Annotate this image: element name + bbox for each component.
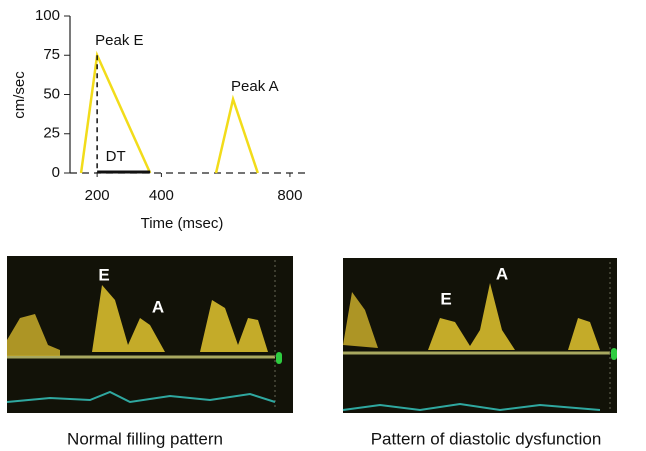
page: cm/sec Time (msec) E A Normal filling pa… (0, 0, 646, 451)
panel-label: E (440, 289, 451, 308)
y-tick-label: 0 (52, 164, 60, 181)
panel-label: E (98, 265, 109, 284)
doppler-image-dysfunction: E A Pattern of diastolic dysfunction (343, 258, 617, 448)
y-tick-label: 100 (35, 7, 60, 24)
panel-label: A (152, 297, 164, 316)
x-tick-label: 400 (149, 187, 174, 204)
panel-caption: Normal filling pattern (67, 429, 223, 448)
annotation: Peak E (95, 32, 143, 49)
y-axis-label: cm/sec (11, 71, 28, 119)
annotation: Peak A (231, 78, 279, 95)
panel-caption: Pattern of diastolic dysfunction (371, 429, 602, 448)
y-tick-label: 75 (43, 46, 60, 63)
x-axis-label: Time (msec) (141, 215, 224, 232)
panel-label: A (496, 264, 508, 283)
x-tick-label: 800 (277, 187, 302, 204)
x-tick-label: 200 (85, 187, 110, 204)
y-tick-label: 50 (43, 85, 60, 102)
doppler-image-normal: E A Normal filling pattern (7, 256, 293, 448)
y-tick-label: 25 (43, 125, 60, 142)
annotation: DT (106, 148, 126, 165)
figure: cm/sec Time (msec) E A Normal filling pa… (0, 0, 646, 451)
